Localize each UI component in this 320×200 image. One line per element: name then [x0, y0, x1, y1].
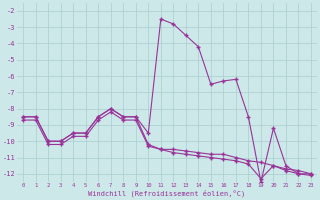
- X-axis label: Windchill (Refroidissement éolien,°C): Windchill (Refroidissement éolien,°C): [88, 190, 246, 197]
